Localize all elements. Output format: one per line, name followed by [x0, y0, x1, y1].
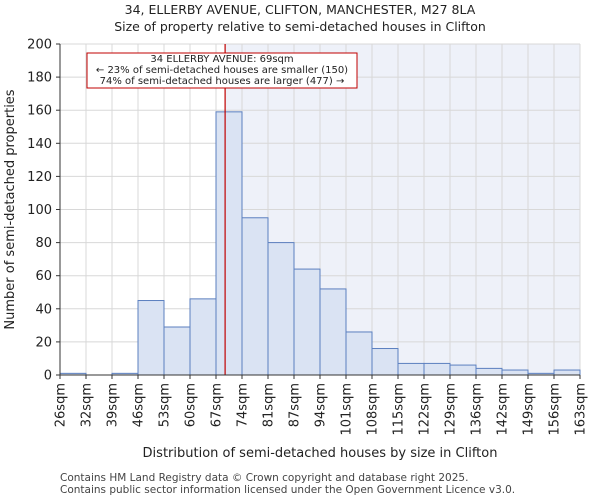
x-tick-label: 87sqm: [288, 383, 303, 427]
y-axis-label: Number of semi-detached properties: [3, 89, 18, 329]
footer-line-1: Contains HM Land Registry data © Crown c…: [60, 472, 468, 484]
y-tick-label: 0: [44, 369, 52, 384]
histogram-bar: [345, 331, 373, 376]
histogram-bar: [553, 369, 581, 376]
histogram-bar: [293, 268, 321, 376]
histogram-bar: [397, 362, 425, 376]
x-tick-label: 26sqm: [54, 383, 69, 427]
y-tick-label: 160: [27, 104, 52, 119]
x-tick-label: 81sqm: [262, 383, 277, 427]
y-tick-label: 100: [27, 203, 52, 218]
x-tick-label: 129sqm: [444, 383, 459, 436]
x-tick-label: 60sqm: [184, 383, 199, 427]
y-tick-label: 140: [27, 137, 52, 152]
x-tick-label: 142sqm: [496, 383, 511, 436]
annotation-line-1: 34 ELLERBY AVENUE: 69sqm: [150, 54, 293, 65]
x-tick-label: 115sqm: [392, 383, 407, 436]
histogram-bar: [423, 362, 451, 376]
x-tick-label: 156sqm: [548, 383, 563, 436]
y-tick-label: 20: [35, 335, 52, 350]
annotation-line-3: 74% of semi-detached houses are larger (…: [100, 76, 345, 87]
x-tick-label: 136sqm: [470, 383, 485, 436]
histogram-bar: [371, 348, 399, 376]
x-tick-label: 46sqm: [132, 383, 147, 427]
chart-subtitle: Size of property relative to semi-detach…: [114, 19, 486, 34]
y-tick-label: 80: [35, 236, 52, 251]
footer-line-2: Contains public sector information licen…: [60, 484, 515, 496]
x-axis-label: Distribution of semi-detached houses by …: [143, 446, 498, 461]
x-tick-label: 101sqm: [340, 383, 355, 436]
x-tick-labels: 26sqm 32sqm 39sqm 46sqm 53sqm 60sqm 67sqm 74sqm…: [54, 375, 589, 436]
x-tick-label: 39sqm: [106, 383, 121, 427]
annotation-line-2: ← 23% of semi-detached houses are smalle…: [96, 65, 348, 76]
histogram-bar: [241, 217, 269, 376]
x-tick-label: 32sqm: [80, 383, 95, 427]
histogram-bar: [319, 288, 347, 376]
x-tick-label: 122sqm: [418, 383, 433, 436]
y-tick-labels: 0 20 40 60 80 100 120 140 160 180 200: [27, 38, 60, 384]
bar-layer: [59, 111, 581, 376]
histogram-bar: [449, 364, 477, 376]
histogram-bar: [137, 300, 165, 376]
histogram-bar: [475, 367, 503, 376]
chart-title: 34, ELLERBY AVENUE, CLIFTON, MANCHESTER,…: [125, 2, 476, 17]
x-tick-label: 163sqm: [574, 383, 589, 436]
x-tick-label: 67sqm: [210, 383, 225, 427]
y-tick-label: 40: [35, 302, 52, 317]
x-tick-label: 149sqm: [522, 383, 537, 436]
x-tick-label: 53sqm: [158, 383, 173, 427]
y-tick-label: 120: [27, 170, 52, 185]
y-tick-label: 60: [35, 269, 52, 284]
y-tick-label: 200: [27, 38, 52, 53]
x-tick-label: 108sqm: [366, 383, 381, 436]
histogram-bar: [163, 326, 191, 376]
y-tick-label: 180: [27, 71, 52, 86]
histogram-bar: [267, 242, 295, 376]
annotation-box: [86, 52, 358, 89]
histogram-bar: [189, 298, 217, 376]
x-tick-label: 74sqm: [236, 383, 251, 427]
histogram-bar: [215, 111, 243, 376]
x-tick-label: 94sqm: [314, 383, 329, 427]
histogram-bar: [501, 369, 529, 376]
